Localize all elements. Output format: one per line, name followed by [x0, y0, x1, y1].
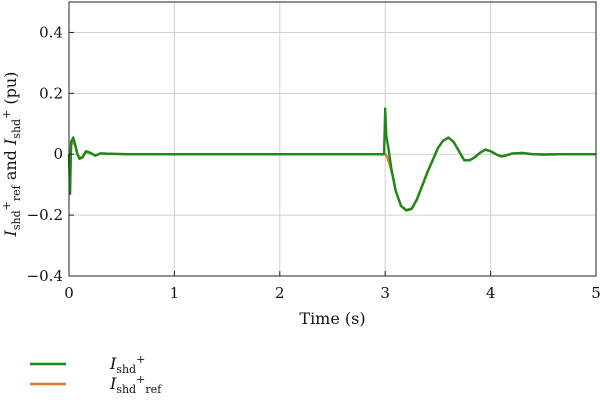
y-tick-label: 0: [53, 145, 63, 163]
x-tick-label: 3: [380, 284, 390, 302]
ylabel-mid: and: [1, 145, 20, 185]
axis-ticks: 0 1 2 3 4 5 −0.4 −0.2 0 0.2 0.4: [27, 23, 600, 302]
ylabel-main: I: [1, 229, 20, 237]
legend-label: Ishd+ref: [109, 373, 162, 396]
series-line: [67, 107, 596, 212]
x-axis-label: Time (s): [299, 309, 365, 328]
series-lines: [67, 107, 596, 212]
x-tick-label: 4: [486, 284, 496, 302]
ylabel-unit: (pu): [1, 72, 20, 110]
y-tick-label: 0.2: [39, 84, 63, 102]
ylabel-main2: I: [1, 138, 20, 146]
y-axis-label: Ishd+ref and Ishd+ (pu): [0, 72, 23, 238]
legend-label: Ishd+: [109, 353, 145, 376]
svg-text:Ishd+ref and Ishd+ (pu): Ishd+ref and Ishd+ (pu): [0, 72, 23, 238]
x-tick-label: 5: [591, 284, 600, 302]
x-tick-label: 0: [64, 284, 74, 302]
x-tick-label: 1: [170, 284, 180, 302]
y-tick-label: 0.4: [39, 23, 63, 41]
ylabel-sup: +: [0, 201, 13, 210]
x-tick-label: 2: [275, 284, 285, 302]
series-line: [67, 136, 596, 212]
y-tick-label: −0.4: [27, 267, 63, 285]
ylabel-sub-ref: ref: [10, 184, 23, 201]
ylabel-sub: shd: [10, 210, 23, 230]
ylabel-sup2: +: [0, 110, 13, 119]
legend: Ishd+Ishd+ref: [30, 353, 162, 396]
y-tick-label: −0.2: [27, 206, 63, 224]
plot-frame: [68, 1, 597, 277]
ylabel-sub2: shd: [10, 119, 23, 139]
grid-lines: [68, 2, 597, 277]
